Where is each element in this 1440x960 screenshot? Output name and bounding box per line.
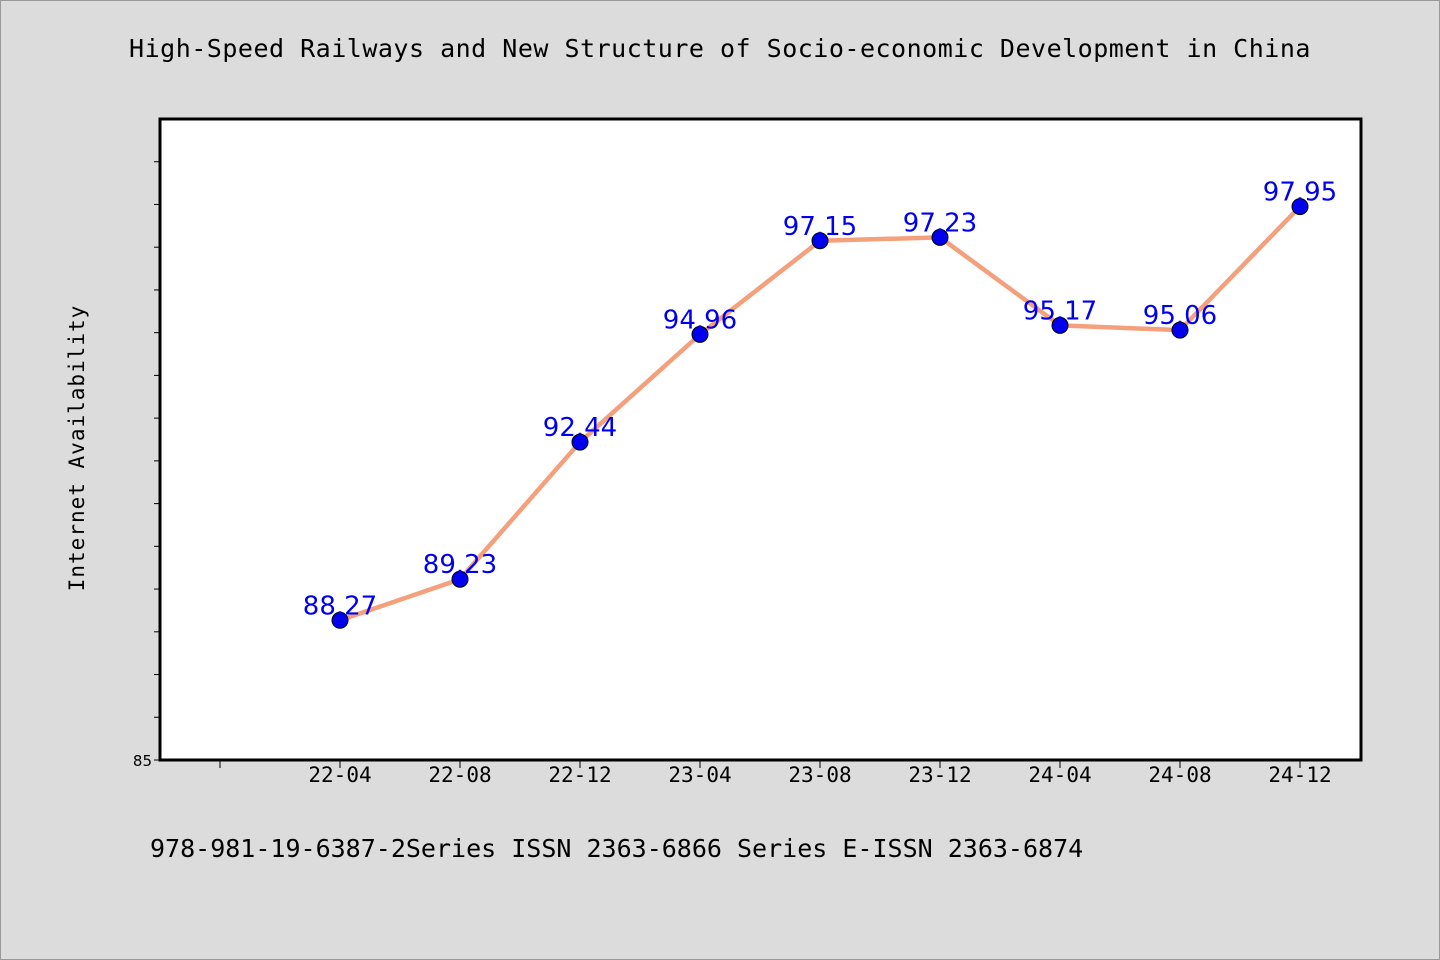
data-label: 97.23 xyxy=(903,208,977,238)
x-axis: 22-04 22-08 22-12 23-04 23-08 23-12 24-04 24-08… xyxy=(219,760,1332,787)
x-tick-label: 24-04 xyxy=(1028,763,1091,787)
data-label: 94.96 xyxy=(663,305,737,335)
data-label: 89.23 xyxy=(423,550,497,580)
footer-isbn: 978-981-19-6387-2Series ISSN 2363-6866 S… xyxy=(150,834,1084,863)
data-label: 88.27 xyxy=(303,591,377,621)
x-tick-label: 23-12 xyxy=(908,763,971,787)
data-label: 95.17 xyxy=(1023,296,1097,326)
plot-area xyxy=(158,117,1363,762)
data-point xyxy=(1171,321,1189,339)
y-axis: 85 xyxy=(133,161,160,770)
x-tick-label: 24-08 xyxy=(1148,763,1211,787)
data-label: 92.44 xyxy=(543,413,617,443)
data-label: 95.06 xyxy=(1143,301,1217,331)
data-point xyxy=(811,232,829,250)
x-tick-label: 23-04 xyxy=(668,763,731,787)
data-point xyxy=(691,325,709,343)
data-label: 97.15 xyxy=(783,212,857,242)
data-point xyxy=(1291,198,1309,216)
x-tick-label: 23-08 xyxy=(788,763,851,787)
x-tick-label: 24-12 xyxy=(1268,763,1331,787)
data-label: 97.95 xyxy=(1263,178,1337,208)
data-point xyxy=(451,570,469,588)
y-tick-label: 85 xyxy=(133,752,152,770)
data-point xyxy=(931,228,949,246)
data-labels: 88.27 89.23 92.44 94.96 97.15 97.23 95.17 95.06… xyxy=(303,178,1337,622)
data-point xyxy=(571,433,589,451)
chart-title: High-Speed Railways and New Structure of… xyxy=(129,34,1311,63)
x-tick-label: 22-08 xyxy=(428,763,491,787)
x-tick-label: 22-12 xyxy=(548,763,611,787)
data-point xyxy=(331,611,349,629)
series-markers xyxy=(331,198,1309,629)
data-point xyxy=(1051,316,1069,334)
x-tick-label: 22-04 xyxy=(308,763,371,787)
